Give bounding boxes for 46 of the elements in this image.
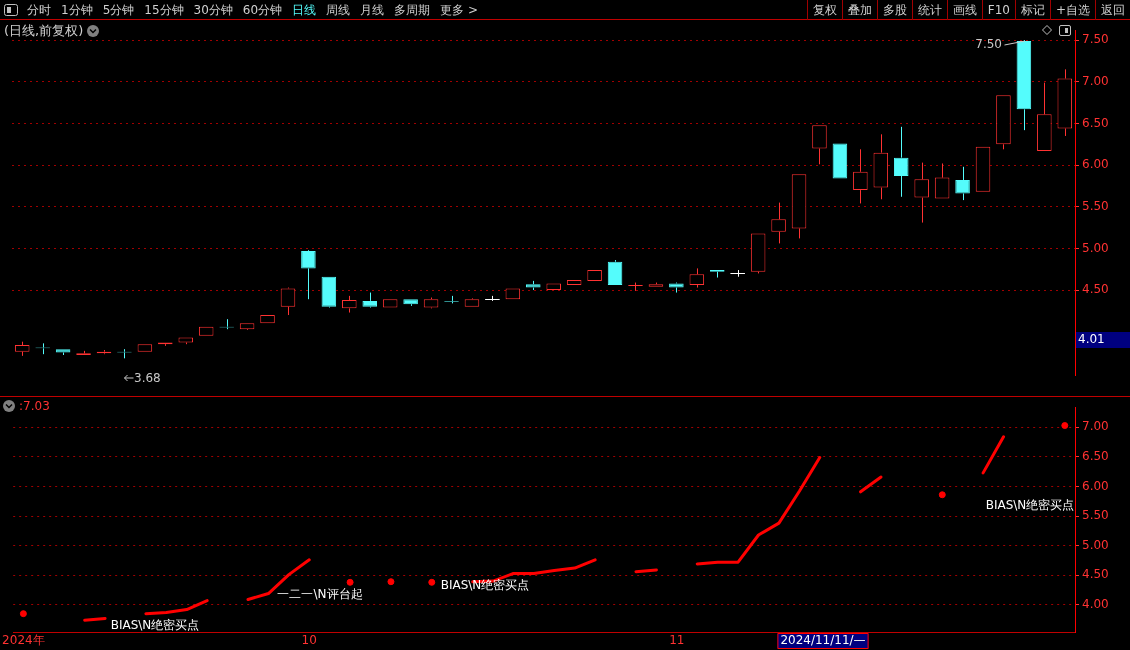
y-tick-label: 4.50 xyxy=(1082,567,1109,582)
text: 15分钟 xyxy=(143,1,185,19)
chart-subtitle: :7.03 xyxy=(19,399,50,413)
text: 30分钟 xyxy=(192,1,234,19)
y-tick-label: 6.50 xyxy=(1082,115,1109,130)
text: 叠加 xyxy=(841,0,877,20)
annotation: BIAS\N绝密买点 xyxy=(110,618,200,633)
y-tick-label: 7.00 xyxy=(1082,73,1109,88)
text: 更多 > xyxy=(439,1,479,19)
y-tick-label: 4.00 xyxy=(1082,596,1109,611)
text: 分时 xyxy=(26,1,52,19)
annotation: 3.68 xyxy=(134,371,161,386)
y-tick-label: 6.50 xyxy=(1082,449,1109,464)
text: 月线 xyxy=(359,1,386,19)
text: 多股 xyxy=(876,0,912,20)
y-tick-label: 5.00 xyxy=(1082,240,1109,255)
y-tick-label: 5.50 xyxy=(1082,198,1109,213)
annotation: 7.50 xyxy=(975,37,1002,52)
y-tick-label: 6.00 xyxy=(1082,157,1109,172)
text: 标记 xyxy=(1014,0,1050,20)
y-tick-label: 6.00 xyxy=(1082,478,1109,493)
text: 周线 xyxy=(325,1,352,19)
y-tick-label: 5.50 xyxy=(1082,508,1109,523)
x-tick-label: 2024年 xyxy=(2,633,45,648)
y-tick-label: 5.00 xyxy=(1082,537,1109,552)
text: 5分钟 xyxy=(101,1,136,19)
y-tick-label: 7.50 xyxy=(1082,32,1109,47)
text: 1分钟 xyxy=(60,1,94,19)
y-tick-label: 4.50 xyxy=(1082,282,1109,297)
x-tick-label: 11 xyxy=(669,633,685,648)
annotation: 一二一\N评台起 xyxy=(277,587,363,602)
text: 60分钟 xyxy=(241,1,284,19)
y-tick-label: 7.00 xyxy=(1082,419,1109,434)
text: 复权 xyxy=(806,0,842,20)
text: 画线 xyxy=(946,0,982,20)
text: 统计 xyxy=(911,0,947,20)
text: 2024/11/11/— xyxy=(780,633,866,648)
text: +自选 xyxy=(1049,0,1095,20)
x-tick-label: 10 xyxy=(301,633,317,648)
text: 返回 xyxy=(1095,0,1130,20)
text: 多周期 xyxy=(393,1,432,19)
text: 4.01 xyxy=(1078,332,1105,347)
text: F10 xyxy=(981,0,1015,20)
text: 日线 xyxy=(291,1,318,19)
chart-title: (日线,前复权) xyxy=(4,22,84,40)
annotation: BIAS\N绝密买点 xyxy=(985,498,1075,513)
